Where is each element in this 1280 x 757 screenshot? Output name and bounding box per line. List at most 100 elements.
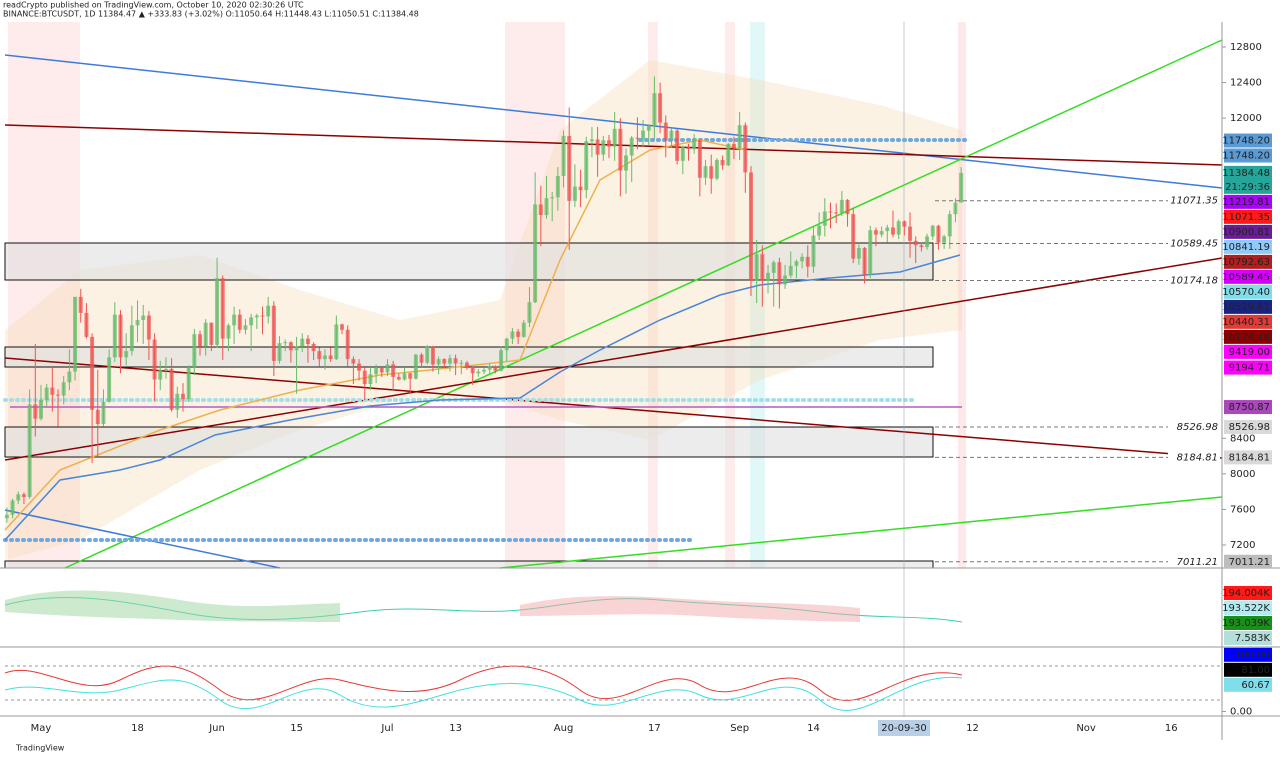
price-label-bg	[1224, 133, 1272, 148]
level-label-bg	[1168, 237, 1220, 250]
candle-body	[385, 364, 390, 373]
candle-body	[959, 172, 964, 203]
osc-label-bg	[1224, 647, 1272, 662]
candle-body	[635, 137, 640, 139]
candle-body	[243, 325, 248, 330]
price-label-bg	[1224, 224, 1272, 239]
candle-body	[413, 354, 418, 379]
candle-body	[896, 221, 901, 235]
candle-body	[357, 363, 362, 371]
x-tick-label: Sep	[730, 723, 749, 734]
price-label: 11384.48	[1222, 168, 1270, 179]
y-tick-label: 12400	[1230, 78, 1262, 89]
candle-body	[697, 140, 702, 178]
symbol-info: BINANCE:BTCUSDT, 1D 11384.47 ▲ +333.83 (…	[3, 10, 419, 19]
candle-body	[930, 225, 935, 237]
price-label-bg	[1224, 329, 1272, 344]
osc-label: 60.67	[1241, 680, 1270, 691]
candle-body	[112, 314, 117, 358]
price-label-bg	[1224, 360, 1272, 375]
candle-body	[851, 214, 856, 259]
candle-body	[510, 331, 515, 339]
logo: TradingView	[15, 744, 65, 753]
candle-body	[709, 166, 714, 179]
y-tick-label: 12000	[1230, 113, 1262, 124]
x-tick-label: 16	[1165, 723, 1178, 734]
candle-body	[817, 225, 822, 236]
price-label: 11071.35	[1222, 212, 1270, 223]
candle-body	[158, 369, 163, 380]
trend-line	[499, 496, 1223, 569]
candle-body	[408, 373, 413, 379]
price-label-bg	[1224, 148, 1272, 163]
candle-body	[731, 143, 736, 149]
level-label: 8184.81	[1177, 452, 1218, 463]
candle-body	[317, 351, 322, 360]
candle-body	[266, 305, 271, 317]
band	[958, 22, 966, 568]
candle-body	[442, 359, 447, 364]
candle-body	[601, 140, 606, 155]
osc-label: 81.00	[1241, 665, 1270, 676]
candle-body	[834, 212, 839, 214]
candle-body	[936, 225, 941, 243]
candle-body	[726, 143, 731, 166]
candle-body	[78, 296, 83, 313]
pane-label: 193.522K	[1222, 603, 1270, 614]
candle-body	[805, 256, 810, 267]
candle-body	[942, 236, 947, 243]
candle-body	[521, 322, 526, 337]
candle-body	[135, 319, 140, 326]
price-label-bg	[1224, 299, 1272, 314]
candle-body	[595, 139, 600, 155]
candle-body	[345, 329, 350, 360]
y-tick-label: 7200	[1230, 540, 1255, 551]
price-label-bg	[1224, 269, 1272, 284]
pane-label-bg	[1224, 586, 1272, 600]
price-label: 9419.00	[1229, 347, 1270, 358]
level-label: 7011.21	[1177, 557, 1218, 568]
candle-body	[748, 172, 753, 281]
candle-body	[487, 366, 492, 370]
candle-body	[754, 254, 759, 281]
candle-body	[811, 235, 816, 267]
candle-body	[680, 146, 685, 161]
countdown: 21:29:36	[1225, 182, 1270, 193]
level-label-bg	[1168, 420, 1220, 433]
candle-body	[947, 214, 952, 237]
trend-line	[64, 39, 1223, 569]
candle-body	[254, 315, 259, 318]
candle-body	[913, 240, 918, 246]
candle-body	[578, 186, 583, 191]
candle-body	[885, 227, 890, 232]
candle-body	[856, 247, 861, 259]
band	[648, 22, 658, 568]
candle-body	[152, 339, 157, 380]
candle-body	[550, 197, 555, 199]
price-label-bg	[1224, 554, 1272, 569]
candle-body	[493, 366, 498, 371]
zone-box	[4, 560, 934, 569]
y-tick-label: 12800	[1230, 42, 1262, 53]
candle-body	[61, 382, 66, 396]
candle-body	[527, 302, 532, 323]
candle-body	[561, 135, 566, 176]
volume-cloud	[520, 596, 860, 622]
pane-label: 7.583K	[1235, 633, 1271, 644]
candle-body	[84, 312, 89, 337]
volume-cloud	[5, 590, 340, 622]
candle-body	[44, 387, 49, 401]
price-label-bg	[1224, 419, 1272, 434]
level-label: 10589.45	[1170, 239, 1218, 250]
trend-lines	[3, 22, 1223, 716]
candle-body	[209, 322, 214, 345]
osc-label: 100.00	[1235, 650, 1270, 661]
price-label-bg	[1224, 284, 1272, 299]
candle-body	[260, 315, 265, 317]
price-label-bg	[1224, 239, 1272, 254]
candle-body	[430, 346, 435, 365]
candle-body	[771, 262, 776, 273]
